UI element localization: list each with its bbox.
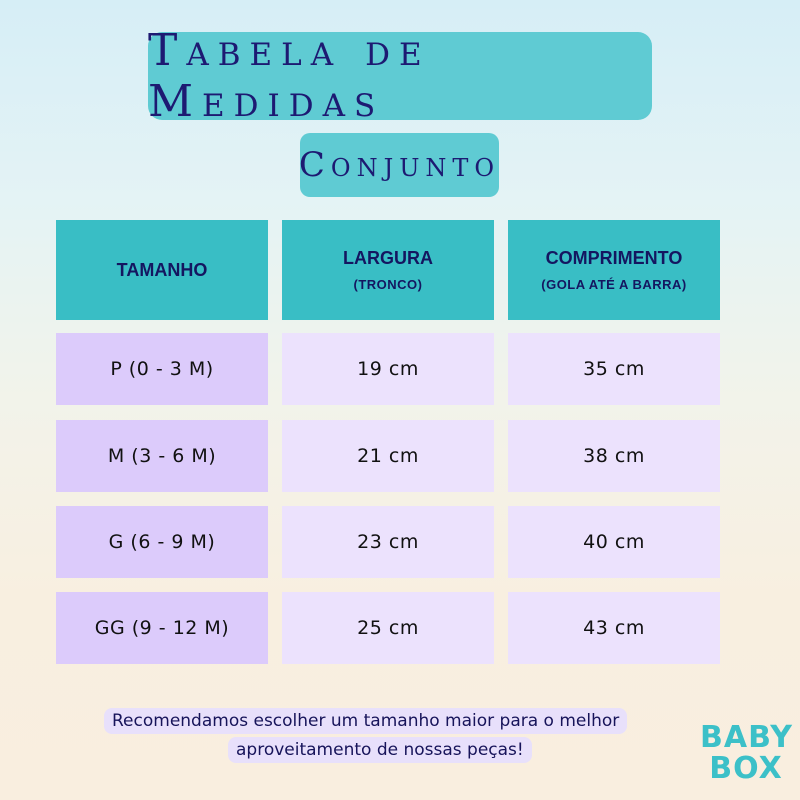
- table-cell-comprimento: 38 cm: [508, 420, 720, 492]
- table-cell-comprimento: 35 cm: [508, 333, 720, 405]
- header-label: COMPRIMENTO: [545, 248, 683, 268]
- header-comprimento: COMPRIMENTO (GOLA ATÉ A BARRA): [508, 220, 720, 320]
- table-cell-comprimento: 40 cm: [508, 506, 720, 578]
- header-largura: LARGURA (TRONCO): [282, 220, 494, 320]
- header-label: LARGURA: [343, 248, 433, 268]
- table-cell-largura: 21 cm: [282, 420, 494, 492]
- table-cell-largura: 23 cm: [282, 506, 494, 578]
- baby-box-logo: BABY BOX: [700, 722, 792, 784]
- table-cell-size: GG (9 - 12 M): [56, 592, 268, 664]
- table-cell-size: M (3 - 6 M): [56, 420, 268, 492]
- header-label: TAMANHO: [116, 259, 208, 280]
- table-cell-largura: 25 cm: [282, 592, 494, 664]
- header-tamanho: TAMANHO: [56, 220, 268, 320]
- header-sublabel: (GOLA ATÉ A BARRA): [541, 277, 687, 292]
- table-cell-size: G (6 - 9 M): [56, 506, 268, 578]
- page-title: Tabela de Medidas: [148, 25, 652, 127]
- recommendation-note-line2: aproveitamento de nossas peças!: [228, 737, 532, 763]
- table-cell-largura: 19 cm: [282, 333, 494, 405]
- table-cell-size: P (0 - 3 M): [56, 333, 268, 405]
- table-cell-comprimento: 43 cm: [508, 592, 720, 664]
- recommendation-note-line1: Recomendamos escolher um tamanho maior p…: [104, 708, 628, 734]
- page-subtitle: Conjunto: [299, 133, 499, 197]
- logo-line2: BOX: [709, 751, 783, 786]
- header-sublabel: (TRONCO): [353, 277, 423, 292]
- logo-line1: BABY: [700, 720, 794, 755]
